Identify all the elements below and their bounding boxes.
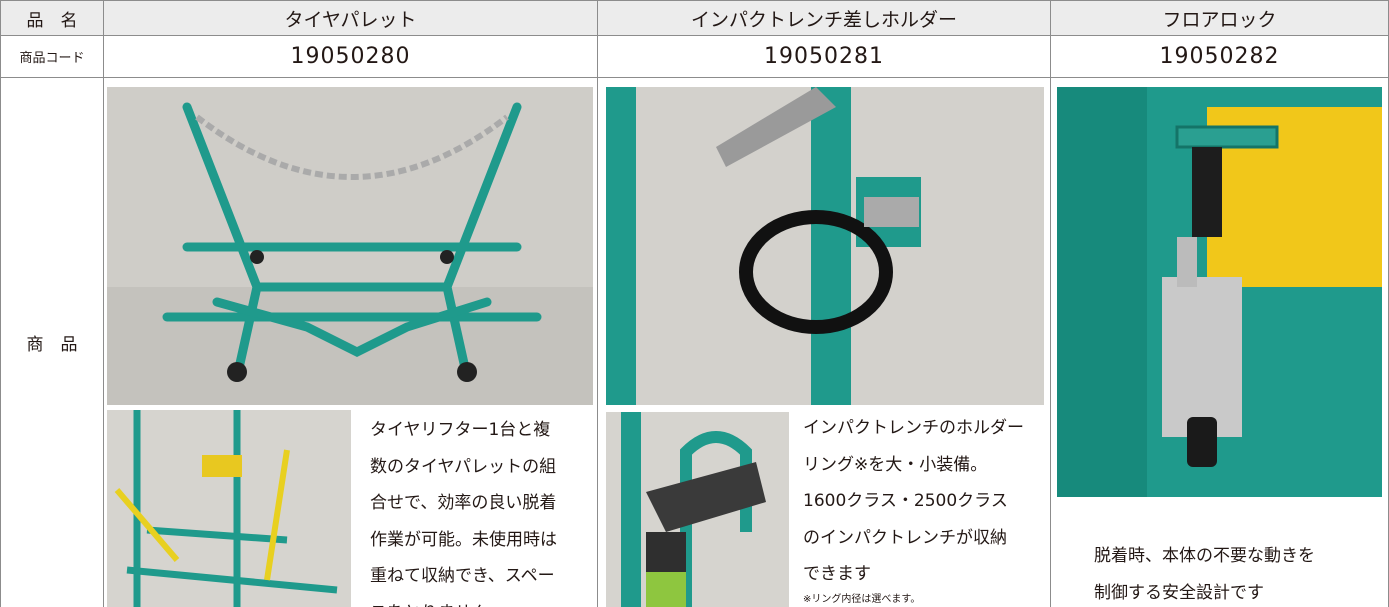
product-code: 19050281 bbox=[598, 36, 1051, 78]
product-cell bbox=[104, 78, 598, 607]
product-cell bbox=[598, 78, 1051, 607]
description-line: インパクトレンチのホルダー bbox=[803, 418, 1024, 438]
photo bbox=[107, 87, 593, 405]
description: インパクトレンチのホルダー リング※を大・小装備。 1600クラス・2500クラスの… bbox=[803, 410, 1024, 607]
description-line: 制御する安全設計です bbox=[1094, 582, 1264, 603]
header-label: 品 名 bbox=[0, 0, 104, 36]
description-line: スをとりません bbox=[370, 595, 557, 607]
photo bbox=[107, 410, 351, 607]
description-line: 合せで、効率の良い脱着 bbox=[370, 493, 557, 514]
description-line: 1600クラス・2500クラス bbox=[803, 491, 1008, 512]
description-line: 脱着時、本体の不要な動きを bbox=[1094, 546, 1315, 566]
photo bbox=[1057, 87, 1382, 497]
column-header: フロアロック bbox=[1051, 0, 1389, 36]
description-line: リング※を大・小装備。 bbox=[803, 454, 988, 475]
column-header: タイヤパレット bbox=[104, 0, 598, 36]
photo bbox=[606, 87, 1044, 405]
product-code: 19050282 bbox=[1051, 36, 1389, 78]
description-line: できます bbox=[803, 564, 871, 585]
product-label: 商 品 bbox=[0, 78, 104, 607]
description-line: タイヤリフター1台と複 bbox=[370, 420, 551, 440]
description-line: 作業が可能。未使用時は bbox=[370, 529, 557, 550]
description-line: 数のタイヤパレットの組 bbox=[370, 456, 557, 477]
description-line: 重ねて収納でき、スペー bbox=[370, 566, 555, 587]
footnote: ※リング内径は選べます。 bbox=[803, 593, 921, 605]
description-line: のインパクトレンチが収納 bbox=[803, 527, 1007, 548]
column-header: インパクトレンチ差しホルダー bbox=[598, 0, 1051, 36]
photo bbox=[606, 412, 789, 607]
description: タイヤリフター1台と複 数のタイヤパレットの組 合せで、効率の良い脱着 作業が可能。未… bbox=[370, 412, 557, 607]
code-label: 商品コード bbox=[0, 36, 104, 78]
product-code: 19050280 bbox=[104, 36, 598, 78]
description: 脱着時、本体の不要な動きを 制御する安全設計です bbox=[1094, 538, 1315, 607]
